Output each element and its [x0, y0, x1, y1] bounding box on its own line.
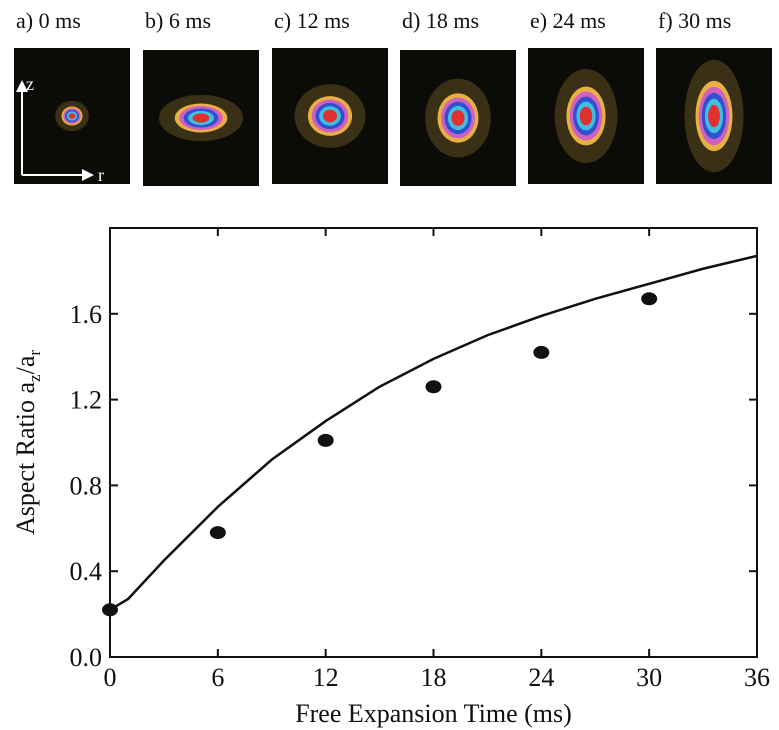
x-axis-label: Free Expansion Time (ms) [295, 699, 572, 728]
blob [294, 84, 366, 148]
x-tick-label: 36 [744, 663, 770, 692]
y-tick-label: 0.8 [70, 471, 103, 500]
ring [579, 106, 593, 126]
y-label-subscript: r [25, 350, 44, 356]
y-label-text: Aspect Ratio a [11, 382, 40, 536]
theory-curve [109, 254, 758, 611]
ring [192, 113, 210, 123]
data-point [209, 526, 226, 540]
y-tick-label: 0.0 [70, 643, 103, 672]
inset-arrow [82, 169, 94, 181]
blob [684, 59, 744, 173]
y-label-text: /a [11, 355, 40, 374]
panel-label: a) 0 ms [16, 8, 81, 33]
x-tick-label: 6 [211, 663, 224, 692]
inset-axis-label: r [98, 165, 104, 185]
data-point [102, 603, 118, 617]
panel-label: b) 6 ms [145, 8, 211, 33]
blob [55, 100, 89, 132]
panel-label: d) 18 ms [402, 8, 479, 33]
inset-arrow [16, 80, 28, 92]
data-point [425, 380, 442, 394]
y-tick-label: 1.2 [70, 386, 103, 415]
ring [68, 112, 76, 120]
y-tick-label: 1.6 [70, 300, 103, 329]
x-tick-label: 0 [104, 663, 117, 692]
inset-axis-label: z [26, 74, 34, 94]
y-axis-label: Aspect Ratio az/ar [11, 350, 44, 535]
y-label-subscript: z [25, 374, 44, 382]
plot-frame [109, 227, 758, 658]
data-point [317, 433, 334, 447]
ring [322, 109, 338, 123]
ring [708, 104, 720, 128]
blob [425, 78, 491, 158]
blob [554, 68, 618, 164]
ring [451, 110, 465, 126]
panel-label: e) 24 ms [530, 8, 606, 33]
x-tick-label: 30 [636, 663, 662, 692]
x-tick-label: 18 [421, 663, 447, 692]
x-tick-label: 12 [313, 663, 339, 692]
x-tick-label: 24 [528, 663, 554, 692]
data-point [533, 345, 550, 359]
blob [158, 94, 244, 142]
panel-label: c) 12 ms [274, 8, 350, 33]
y-tick-label: 0.4 [70, 557, 103, 586]
data-point [641, 292, 658, 306]
panel-label: f) 30 ms [658, 8, 731, 33]
